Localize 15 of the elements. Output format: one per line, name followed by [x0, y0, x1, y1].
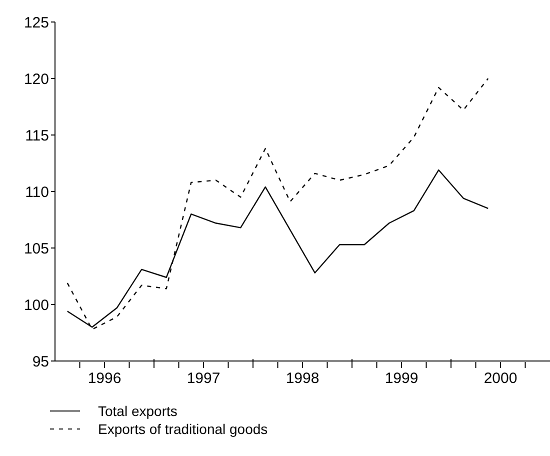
- y-tick-label: 95: [32, 353, 49, 370]
- x-tick-label: 1998: [286, 370, 320, 387]
- legend-label: Exports of traditional goods: [98, 421, 268, 437]
- x-tick-label: 2000: [484, 370, 518, 387]
- legend-label: Total exports: [98, 403, 178, 419]
- y-tick-label: 115: [25, 127, 49, 144]
- y-tick-label: 110: [25, 184, 49, 201]
- x-tick-label: 1999: [384, 370, 418, 387]
- y-tick-label: 120: [24, 70, 49, 88]
- x-tick-label: 1996: [88, 370, 122, 387]
- y-tick-label: 125: [24, 14, 49, 32]
- line-series: [66, 78, 489, 330]
- x-tick-label: 1997: [186, 370, 220, 387]
- y-tick-label: 100: [24, 296, 49, 314]
- y-tick-label: 105: [24, 240, 49, 258]
